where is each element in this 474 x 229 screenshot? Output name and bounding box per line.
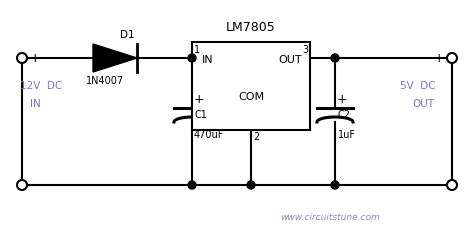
Text: LM7805: LM7805: [226, 21, 276, 34]
Circle shape: [17, 53, 27, 63]
Text: 5V  DC: 5V DC: [400, 81, 436, 91]
Text: +: +: [194, 93, 205, 106]
Polygon shape: [93, 44, 137, 72]
Circle shape: [17, 180, 27, 190]
Text: 12V  DC: 12V DC: [20, 81, 62, 91]
Text: 470uF: 470uF: [194, 130, 224, 140]
Text: C2: C2: [338, 110, 351, 120]
Text: D1: D1: [120, 30, 135, 40]
Text: COM: COM: [238, 92, 264, 102]
Circle shape: [331, 54, 339, 62]
Text: +: +: [337, 93, 347, 106]
Text: IN: IN: [30, 99, 41, 109]
Text: OUT: OUT: [278, 55, 302, 65]
Text: 2: 2: [253, 132, 259, 142]
Circle shape: [247, 181, 255, 189]
Text: -: -: [30, 178, 35, 191]
Text: -: -: [439, 178, 444, 191]
Text: 1: 1: [194, 45, 200, 55]
Bar: [192, 42, 310, 130]
Text: 1uF: 1uF: [338, 130, 356, 140]
Text: +: +: [30, 52, 41, 65]
Text: OUT: OUT: [412, 99, 434, 109]
Text: 1N4007: 1N4007: [86, 76, 124, 86]
Text: +: +: [433, 52, 444, 65]
Circle shape: [447, 53, 457, 63]
Circle shape: [331, 181, 339, 189]
Text: 3: 3: [302, 45, 308, 55]
Circle shape: [447, 180, 457, 190]
Text: C1: C1: [195, 110, 208, 120]
Text: www.circuitstune.com: www.circuitstune.com: [280, 213, 380, 221]
Circle shape: [188, 181, 196, 189]
Circle shape: [188, 54, 196, 62]
Text: IN: IN: [202, 55, 214, 65]
